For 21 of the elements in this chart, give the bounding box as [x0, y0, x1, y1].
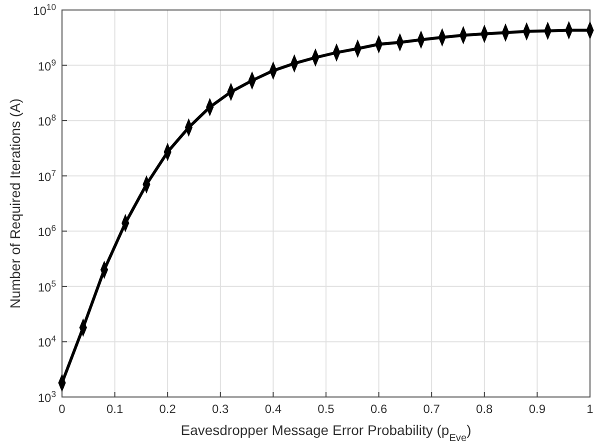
y-axis-title: Number of Required Iterations (A) [7, 98, 23, 309]
x-tick-label: 0.7 [423, 402, 440, 416]
x-tick-label: 1 [586, 402, 594, 416]
x-tick-label: 0.9 [528, 402, 546, 416]
y-tick-label: 10$^{3}$ [38, 389, 56, 405]
y-tick-label: 10$^{9}$ [38, 57, 56, 74]
x-axis-title: Eavesdropper Message Error Probability (p$_{Eve}$) [180, 422, 472, 444]
y-tick-label: 10$^{4}$ [38, 334, 56, 350]
y-tick-label: 10$^{8}$ [38, 112, 56, 129]
x-tick-label: 0.2 [159, 402, 176, 416]
x-tick-label: 0.5 [318, 402, 335, 416]
y-tick-label: 10$^{5}$ [38, 278, 56, 294]
x-tick-label: 0.6 [370, 402, 388, 416]
x-tick-label: 0.4 [264, 402, 282, 416]
y-tick-label: 10$^{6}$ [38, 223, 56, 240]
x-tick-label: 0.1 [106, 402, 124, 416]
x-tick-label: 0.3 [212, 402, 230, 416]
x-tick-label: 0 [58, 402, 66, 416]
y-tick-label: 10$^{7}$ [38, 168, 56, 184]
y-tick-label: 10$^{10}$ [33, 2, 56, 18]
x-tick-label: 0.8 [476, 402, 494, 416]
